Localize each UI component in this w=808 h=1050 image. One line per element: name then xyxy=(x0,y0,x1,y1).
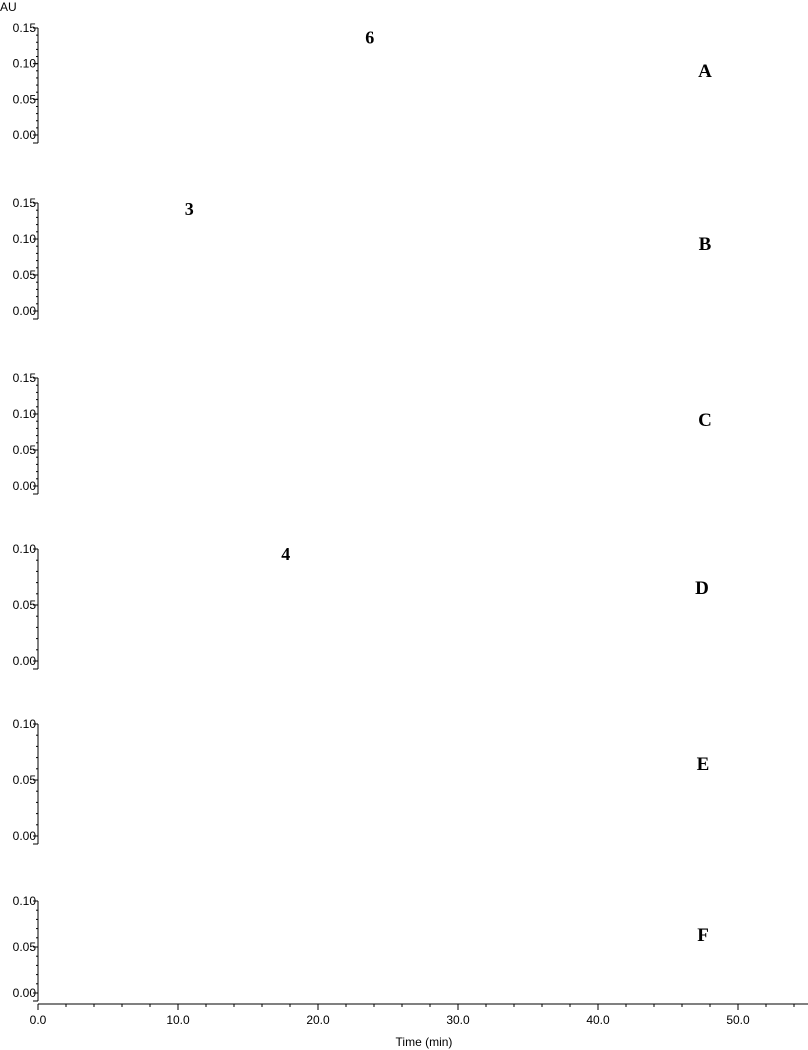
panel-e: 0.00 0.05 0.10 E xyxy=(13,717,710,845)
y-tick-label: 0.10 xyxy=(13,894,37,908)
y-tick-label: 0.00 xyxy=(13,479,37,493)
panel-f: 0.00 0.05 0.10 F xyxy=(13,894,709,1002)
y-tick-label: 0.00 xyxy=(13,128,37,142)
panel-b: 0.00 0.05 0.10 0.15 B 3 xyxy=(13,196,712,320)
x-tick-label: 0.0 xyxy=(30,1013,47,1027)
y-tick-label: 0.15 xyxy=(13,21,37,35)
panel-letter: C xyxy=(698,410,712,431)
y-tick-label: 0.10 xyxy=(13,57,37,71)
y-tick-label: 0.05 xyxy=(13,268,37,282)
y-tick-label: 0.10 xyxy=(13,717,37,731)
x-axis-title: Time (min) xyxy=(396,1035,453,1049)
y-tick-label: 0.10 xyxy=(13,232,37,246)
peak-label: 4 xyxy=(281,544,290,564)
x-tick-label: 20.0 xyxy=(306,1013,330,1027)
y-axis-unit-label: AU xyxy=(0,0,17,14)
y-tick-label: 0.05 xyxy=(13,773,37,787)
y-tick-label: 0.00 xyxy=(13,304,37,318)
panel-d: 0.00 0.05 0.10 D 4 xyxy=(13,542,709,670)
y-tick-label: 0.05 xyxy=(13,92,37,106)
x-axis: 0.0 10.0 20.0 30.0 40.0 50.0 xyxy=(30,1003,808,1027)
x-tick-label: 40.0 xyxy=(586,1013,610,1027)
panel-letter: D xyxy=(695,578,709,599)
peak-label: 3 xyxy=(185,199,194,219)
x-tick-label: 50.0 xyxy=(726,1013,750,1027)
panel-letter: B xyxy=(699,234,712,255)
x-tick-label: 30.0 xyxy=(446,1013,470,1027)
chromatogram-panels: 0.000.050.100.15A60.000.050.100.15B30.00… xyxy=(13,21,712,1002)
y-tick-label: 0.15 xyxy=(13,371,37,385)
panel-letter: E xyxy=(697,754,710,775)
y-tick-label: 0.05 xyxy=(13,940,37,954)
y-tick-label: 0.00 xyxy=(13,986,37,1000)
x-tick-label: 10.0 xyxy=(166,1013,190,1027)
y-tick-label: 0.00 xyxy=(13,654,37,668)
y-tick-label: 0.10 xyxy=(13,542,37,556)
peak-label: 6 xyxy=(365,27,374,47)
y-tick-label: 0.15 xyxy=(13,196,37,210)
y-tick-label: 0.05 xyxy=(13,598,37,612)
panel-c: 0.00 0.05 0.10 0.15 C xyxy=(13,371,712,495)
panel-letter: F xyxy=(697,925,709,946)
y-tick-label: 0.00 xyxy=(13,829,37,843)
y-tick-label: 0.05 xyxy=(13,443,37,457)
y-tick-label: 0.10 xyxy=(13,407,37,421)
panel-a: 0.00 0.05 0.10 0.15 A 6 xyxy=(13,21,712,144)
panel-letter: A xyxy=(698,61,712,82)
